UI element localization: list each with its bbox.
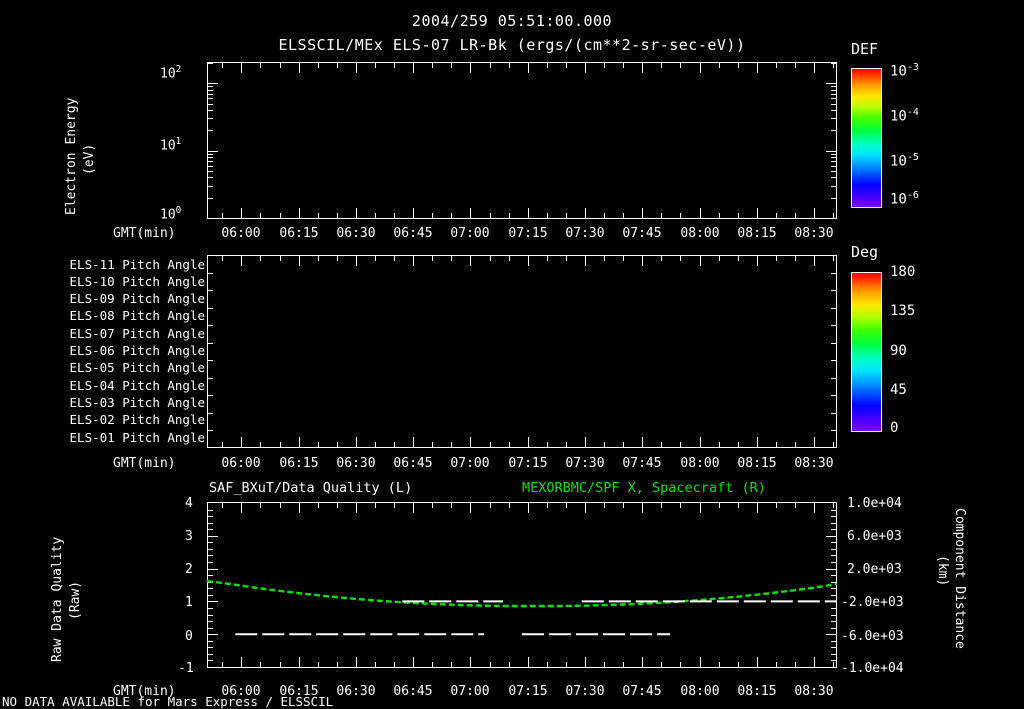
- panel3-y2tick-neg2e3: -2.0e+03: [841, 595, 904, 610]
- els-row-label: ELS-03 Pitch Angle: [69, 395, 205, 410]
- time-axis-label: 06:30: [336, 226, 376, 241]
- els-row-label: ELS-10 Pitch Angle: [69, 274, 205, 289]
- time-axis-label: 08:15: [737, 684, 777, 699]
- panel3-title-left: SAF_BXuT/Data Quality (L): [209, 480, 413, 496]
- page-title: 2004/259 05:51:00.000: [411, 12, 613, 30]
- els-row-label-column: ELS-11 Pitch Angle ELS-10 Pitch Angle EL…: [0, 255, 205, 448]
- time-axis-label: 07:00: [450, 226, 490, 241]
- time-axis-label: 06:00: [221, 684, 261, 699]
- els-row-label: ELS-04 Pitch Angle: [69, 378, 205, 393]
- panel2-colorbar-tick-45: 45: [890, 382, 907, 398]
- els-row-label: ELS-08 Pitch Angle: [69, 308, 205, 323]
- time-axis-label: 07:15: [508, 684, 548, 699]
- panel3-y2tick-1e4: 1.0e+04: [847, 496, 902, 511]
- panel1-ytick-10: 101: [160, 136, 182, 154]
- panel3-y2tick-2e3: 2.0e+03: [847, 562, 902, 577]
- panel3-ytick-2: 2: [185, 562, 193, 577]
- spectrogram-panel-energy[interactable]: [207, 62, 837, 219]
- no-data-message: NO DATA AVAILABLE for Mars Express / ELS…: [2, 694, 334, 709]
- els-row-label: ELS-07 Pitch Angle: [69, 326, 205, 341]
- time-axis-label: 08:00: [680, 226, 720, 241]
- panel3-title-right: MEXORBMC/SPF X, Spacecraft (R): [522, 480, 766, 496]
- time-axis-label: 07:15: [508, 226, 548, 241]
- time-axis-label: 06:15: [279, 684, 319, 699]
- els-row-label: ELS-11 Pitch Angle: [69, 257, 205, 272]
- panel3-ytick-3: 3: [185, 529, 193, 544]
- panel1-colorbar-tick-1e-5: 10-5: [890, 152, 919, 170]
- panel1-colorbar[interactable]: [851, 68, 882, 208]
- els-row-label: ELS-09 Pitch Angle: [69, 291, 205, 306]
- panel3-xlabel: GMT(min): [113, 684, 176, 699]
- panel2-colorbar-title: Deg: [851, 243, 879, 261]
- panel1-xlabel: GMT(min): [113, 226, 176, 241]
- time-axis-label: 06:30: [336, 684, 376, 699]
- time-axis-label: 07:30: [565, 456, 605, 471]
- panel3-ytick-4: 4: [185, 496, 193, 511]
- time-axis-label: 06:45: [393, 456, 433, 471]
- time-axis-label: 07:30: [565, 684, 605, 699]
- els-row-label: ELS-05 Pitch Angle: [69, 360, 205, 375]
- time-axis-label: 07:00: [450, 456, 490, 471]
- panel1-colorbar-tick-1e-6: 10-6: [890, 190, 919, 208]
- panel2-colorbar-tick-135: 135: [890, 303, 916, 319]
- time-axis-label: 07:45: [622, 684, 662, 699]
- time-axis-label: 06:00: [221, 226, 261, 241]
- time-axis-label: 08:00: [680, 456, 720, 471]
- time-axis-label: 07:00: [450, 684, 490, 699]
- panel3-ytick-neg1: -1: [178, 661, 194, 676]
- panel2-colorbar-tick-180: 180: [890, 264, 916, 280]
- panel3-y2tick-6e3: 6.0e+03: [847, 529, 902, 544]
- time-axis-label: 08:30: [794, 226, 834, 241]
- time-axis-label: 08:00: [680, 684, 720, 699]
- time-axis-label: 08:30: [794, 456, 834, 471]
- time-axis-label: 06:00: [221, 456, 261, 471]
- panel2-colorbar-tick-0: 0: [890, 420, 899, 436]
- time-axis-label: 07:45: [622, 456, 662, 471]
- panel3-y2tick-neg6e3: -6.0e+03: [841, 629, 904, 644]
- time-axis-label: 06:15: [279, 456, 319, 471]
- time-axis-label: 08:15: [737, 456, 777, 471]
- time-axis-label: 07:45: [622, 226, 662, 241]
- spectrogram-panel-pitch-angle[interactable]: [207, 255, 837, 448]
- time-axis-label: 07:30: [565, 226, 605, 241]
- panel1-colorbar-title: DEF: [851, 40, 879, 58]
- page-subtitle: ELSSCIL/MEx ELS-07 LR-Bk (ergs/(cm**2-sr…: [278, 36, 746, 54]
- time-axis-label: 06:45: [393, 684, 433, 699]
- time-axis-label: 08:15: [737, 226, 777, 241]
- panel1-ytick-100: 102: [160, 64, 182, 82]
- panel2-colorbar-tick-90: 90: [890, 343, 907, 359]
- time-axis-label: 06:15: [279, 226, 319, 241]
- time-axis-label: 06:30: [336, 456, 376, 471]
- panel3-ytick-1: 1: [185, 595, 193, 610]
- time-axis-label: 07:15: [508, 456, 548, 471]
- time-axis-label: 08:30: [794, 684, 834, 699]
- time-axis-label: 06:45: [393, 226, 433, 241]
- panel1-colorbar-tick-1e-3: 10-3: [890, 62, 919, 80]
- panel3-ytick-0: 0: [185, 629, 193, 644]
- els-row-label: ELS-02 Pitch Angle: [69, 412, 205, 427]
- panel3-y2tick-neg1e4: -1.0e+04: [841, 661, 904, 676]
- panel1-ytick-1: 100: [160, 205, 182, 223]
- els-row-label: ELS-01 Pitch Angle: [69, 430, 205, 445]
- panel2-xlabel: GMT(min): [113, 456, 176, 471]
- panel2-colorbar[interactable]: [851, 272, 882, 432]
- els-row-label: ELS-06 Pitch Angle: [69, 343, 205, 358]
- panel1-colorbar-tick-1e-4: 10-4: [890, 107, 919, 125]
